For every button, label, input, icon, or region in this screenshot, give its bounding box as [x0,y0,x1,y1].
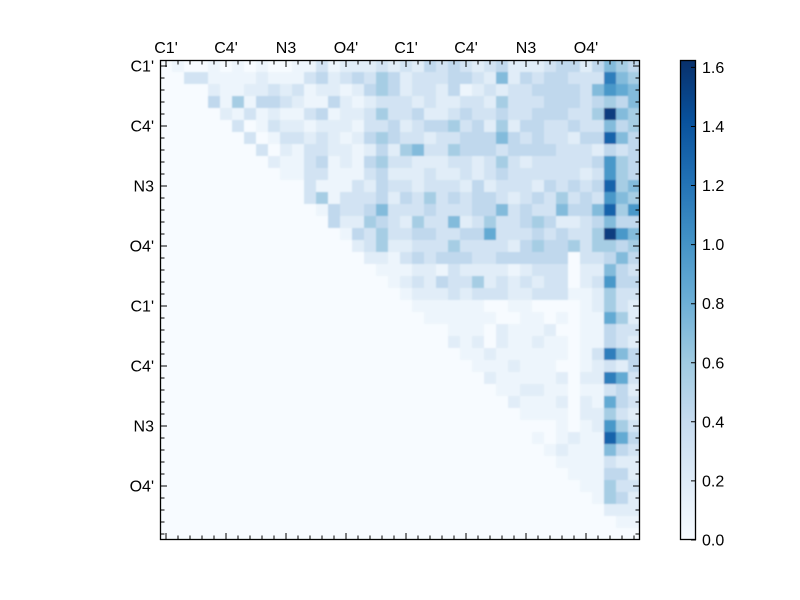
svg-text:0.4: 0.4 [702,414,724,431]
svg-text:C1': C1' [154,40,178,57]
svg-text:0.6: 0.6 [702,355,724,372]
svg-text:O4': O4' [574,40,598,57]
svg-text:1.2: 1.2 [702,178,724,195]
svg-text:C4': C4' [130,359,154,376]
svg-text:0.2: 0.2 [702,473,724,490]
svg-text:N3: N3 [134,179,155,196]
svg-text:C4': C4' [454,40,478,57]
svg-text:1.4: 1.4 [702,119,724,136]
svg-text:C4': C4' [130,119,154,136]
svg-text:0.8: 0.8 [702,296,724,313]
svg-text:N3: N3 [276,40,297,57]
svg-text:N3: N3 [134,419,155,436]
svg-text:O4': O4' [130,239,154,256]
svg-text:1.0: 1.0 [702,237,724,254]
svg-text:O4': O4' [334,40,358,57]
svg-text:N3: N3 [516,40,537,57]
svg-text:C1': C1' [130,59,154,76]
svg-text:1.6: 1.6 [702,60,724,77]
svg-text:C1': C1' [130,299,154,316]
svg-text:C1': C1' [394,40,418,57]
svg-text:C4': C4' [214,40,238,57]
svg-text:0.0: 0.0 [702,533,724,550]
svg-text:O4': O4' [130,479,154,496]
